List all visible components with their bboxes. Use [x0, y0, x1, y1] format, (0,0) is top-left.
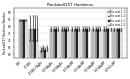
Bar [40, 50, 42, 79]
Bar [29, 29, 31, 79]
Bar [42, 48, 44, 79]
Bar [61, 29, 63, 79]
Bar [118, 29, 120, 79]
Bar [103, 29, 105, 79]
Bar [34, 29, 36, 79]
Bar [86, 29, 88, 79]
Title: Rockwell15T Hardness: Rockwell15T Hardness [47, 3, 93, 7]
Bar [82, 29, 84, 79]
Bar [97, 29, 99, 79]
Bar [76, 29, 78, 79]
Legend: Bio coat 1-1, Bio coat 1-2, Bio coat 2-1, Bio coat 2-2: Bio coat 1-1, Bio coat 1-2, Bio coat 2-1… [107, 9, 126, 28]
Bar [74, 29, 76, 79]
Bar [88, 29, 90, 79]
Bar [25, 20, 27, 79]
Bar [65, 29, 67, 79]
Bar [57, 29, 59, 79]
Bar [120, 29, 122, 79]
Bar [21, 20, 23, 79]
Bar [92, 29, 95, 79]
Bar [109, 29, 112, 79]
Bar [44, 50, 46, 79]
Y-axis label: Rockwell15T Hardness Number: Rockwell15T Hardness Number [3, 12, 7, 54]
Bar [36, 29, 38, 79]
Bar [46, 48, 48, 79]
Bar [116, 29, 118, 79]
Bar [71, 29, 73, 79]
Bar [67, 29, 69, 79]
Bar [95, 29, 97, 79]
Bar [53, 29, 55, 79]
Bar [84, 29, 86, 79]
Bar [99, 29, 101, 79]
Bar [31, 29, 34, 79]
Bar [78, 29, 80, 79]
Bar [55, 29, 57, 79]
Bar [113, 29, 115, 79]
Bar [19, 20, 21, 79]
Bar [63, 29, 65, 79]
Bar [105, 29, 107, 79]
Bar [107, 29, 109, 79]
Bar [23, 20, 25, 79]
Bar [50, 29, 52, 79]
